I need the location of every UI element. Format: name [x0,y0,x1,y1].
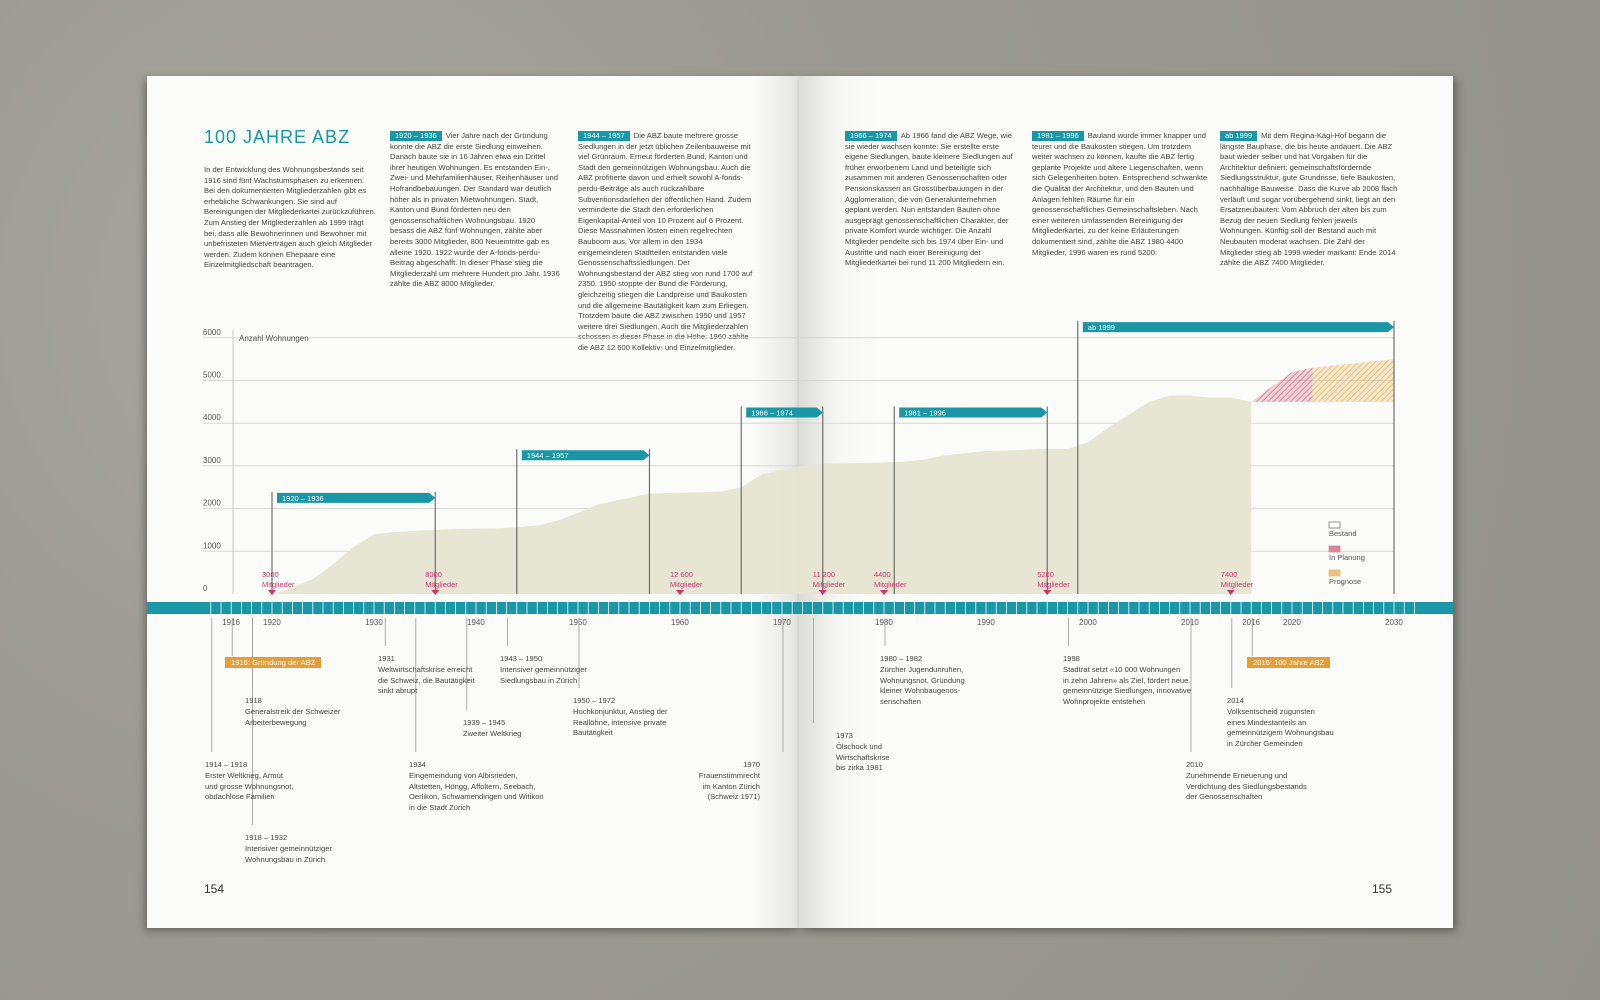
event-1973: 1973 Ölschock und Wirtschaftskrise bis z… [836,731,890,773]
event-1934: 1934 Eingemeindung von Albisrieden, Alts… [409,760,544,813]
phase-tag: 1981 – 1996 [1032,131,1084,141]
y-tick-label: 1000 [203,541,221,550]
event-1931: 1931 Weltwirtschaftskrise erreicht die S… [378,654,475,696]
y-tick-label: 3000 [203,456,221,465]
legend-label: Bestand [1329,529,1357,538]
legend-swatch [1328,545,1341,553]
member-count: 11 200 [813,570,835,579]
timeline-band [147,602,1453,614]
member-label: Mitglieder [262,580,295,589]
page-number-left: 154 [204,882,225,896]
event-1980-1982: 1980 – 1982 Zürcher Jugendunruhen, Wohnu… [880,654,965,707]
phase-tag: 1920 – 1936 [390,131,442,141]
x-tick-label: 2010 [1181,618,1199,627]
member-count: 12 600 [670,570,693,579]
member-label: Mitglieder [1037,580,1070,589]
series-in-planung-area [1251,367,1313,402]
member-label: Mitglieder [813,580,846,589]
legend-label: Prognose [1329,577,1361,586]
x-tick-label: 1970 [773,618,791,627]
y-tick-label: 2000 [203,499,221,508]
x-tick-label: 1990 [977,618,995,627]
legend-swatch [1328,521,1341,529]
phase-banner-label: 1944 – 1957 [527,451,569,460]
event-2010: 2010 Zunehmende Erneuerung und Verdichtu… [1186,760,1307,802]
member-count: 8000 [425,570,442,579]
y-axis-label: Anzahl Wohnungen [239,334,309,343]
intro-text: In der Entwicklung des Wohnungsbestands … [204,165,376,270]
phase-banner [277,492,436,503]
member-label: Mitglieder [425,580,458,589]
member-marker [268,590,276,595]
member-label: Mitglieder [1221,580,1254,589]
y-tick-label: 4000 [203,413,221,422]
phase-banner-label: ab 1999 [1088,323,1115,332]
x-tick-label: 1950 [569,618,587,627]
phase-body: Vier Jahre nach der Gründung konnte die … [390,131,560,289]
x-tick-label: 2020 [1283,618,1301,627]
x-tick-label: 1960 [671,618,689,627]
phase-text-5: ab 1999 Mit dem Regina-Kägi-Hof begann di… [1220,131,1398,269]
event-1998: 1998 Stadtrat setzt «10 000 Wohnungen in… [1063,654,1191,707]
event-1918-1932: 1918 – 1932 Intensiver gemeinnütziger Wo… [245,833,332,864]
x-tick-label: 1916 [222,618,240,627]
phase-banner [521,450,650,461]
highlight-centenary: 2016: 100 Jahre ABZ [1247,657,1331,668]
member-marker [676,590,684,595]
phase-banner-label: 1920 – 1936 [282,494,324,503]
event-1939-1945: 1939 – 1945 Zweiter Weltkrieg [463,718,522,738]
y-tick-label: 6000 [203,328,221,337]
x-tick-label: 1930 [365,618,383,627]
page-number-right: 155 [1372,882,1393,896]
highlight-founding: 1916: Gründung der ABZ [225,657,322,668]
phase-tag: 1966 – 1974 [845,131,897,141]
member-marker [818,590,827,595]
phase-tag: 1944 – 1957 [578,131,630,141]
legend-label: In Planung [1329,553,1365,562]
y-tick-label: 5000 [203,371,221,380]
x-tick-label: 1920 [263,618,281,627]
x-tick-label: 2000 [1079,618,1097,627]
phase-banner [1082,322,1394,333]
event-2014: 2014 Volksentscheid zugunsten eines Mind… [1227,696,1334,749]
phase-text-2: 1944 – 1957 Die ABZ baute mehrere grosse … [578,131,754,353]
member-count: 3000 [262,570,279,579]
phase-body: Ab 1966 fand die ABZ Wege, wie sie wiede… [845,131,1013,268]
phase-text-1: 1920 – 1936 Vier Jahre nach der Gründung … [390,131,560,290]
phase-text-3: 1966 – 1974 Ab 1966 fand die ABZ Wege, wi… [845,131,1019,269]
member-label: Mitglieder [670,580,703,589]
phase-body: Mit dem Regina-Kägi-Hof begann die längs… [1220,131,1398,268]
event-1943-1950: 1943 – 1950 Intensiver gemeinnütziger Si… [500,654,587,685]
event-1950-1972: 1950 – 1972 Hochkonjunktur, Anstieg der … [573,696,668,738]
member-count: 7400 [1221,570,1238,579]
member-marker [1226,590,1235,595]
event-1918: 1918 Generalstreik der Schweizer Arbeite… [245,696,341,727]
event-1914: 1914 – 1918 Erster Weltkrieg, Armut und … [205,760,294,802]
member-count: 4400 [874,570,891,579]
x-tick-label: 2016 [1242,618,1260,627]
member-count: 5200 [1037,570,1054,579]
phase-text-4: 1981 – 1996 Bauland wurde immer knapper u… [1032,131,1208,258]
phase-banner [899,407,1048,418]
legend-swatch [1328,569,1341,577]
page-title: 100 JAHRE ABZ [204,127,351,147]
y-tick-label: 0 [203,584,208,593]
phase-body: Die ABZ baute mehrere grosse Siedlungen … [578,131,753,352]
member-marker [1043,590,1052,595]
phase-body: Bauland wurde immer knapper und teurer u… [1032,131,1208,257]
phase-banner-label: 1981 – 1996 [904,409,946,418]
series-prognose-area [1312,359,1394,402]
x-tick-label: 1980 [875,618,893,627]
member-marker [880,590,888,595]
phase-banner-label: 1966 – 1974 [751,409,793,418]
event-1970: 1970 Frauenstimmrecht im Kanton Zürich (… [698,760,760,802]
x-tick-label: 2030 [1385,618,1403,627]
member-marker [431,590,440,595]
x-tick-label: 1940 [467,618,485,627]
member-label: Mitglieder [874,580,907,589]
phase-tag: ab 1999 [1220,131,1258,141]
phase-banner [746,407,823,418]
